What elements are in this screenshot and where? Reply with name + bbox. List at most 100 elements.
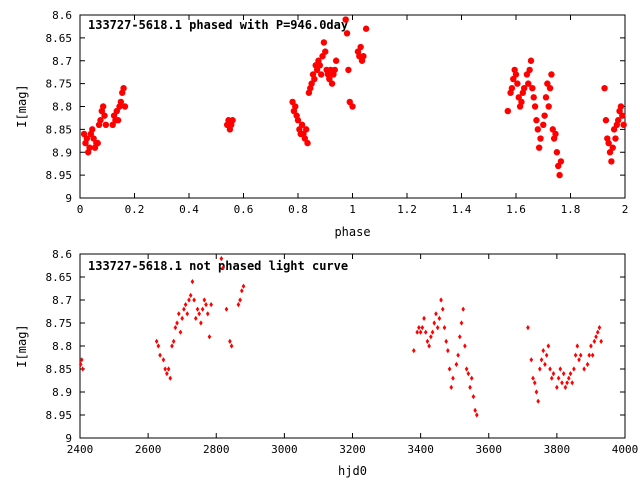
x-tick-label: 3000: [271, 443, 298, 456]
data-point: [543, 361, 547, 367]
data-point: [512, 71, 520, 78]
data-point: [541, 112, 548, 119]
data-point: [542, 94, 550, 101]
y-tick-label: 8.9: [52, 386, 72, 399]
data-point: [86, 144, 93, 151]
y-tick-label: 8.75: [46, 317, 73, 330]
data-point: [532, 380, 537, 386]
data-point: [192, 297, 196, 303]
data-point: [565, 380, 569, 386]
data-point: [540, 121, 547, 128]
data-point: [229, 117, 236, 124]
data-point: [228, 338, 232, 344]
y-tick-label: 8.65: [46, 271, 73, 284]
x-tick-label: 1.4: [452, 203, 472, 216]
data-point: [566, 375, 571, 381]
data-point: [601, 85, 608, 92]
data-point: [548, 71, 555, 78]
data-point: [173, 325, 178, 331]
data-point: [302, 126, 310, 133]
data-point: [158, 352, 162, 358]
data-point: [518, 98, 525, 106]
x-tick-label: 3200: [339, 443, 366, 456]
data-point: [83, 135, 91, 142]
data-point: [556, 171, 563, 179]
data-point: [446, 348, 450, 354]
data-point: [473, 407, 477, 413]
data-point: [463, 343, 467, 349]
data-point: [163, 366, 167, 372]
data-point: [117, 98, 125, 106]
data-point: [553, 149, 561, 156]
y-tick-label: 8.85: [46, 123, 73, 136]
data-point: [556, 375, 561, 381]
data-point: [362, 25, 370, 32]
y-tick-label: 8.85: [46, 363, 73, 376]
data-point: [529, 357, 534, 363]
data-point: [529, 85, 536, 92]
y-tick-label: 8.7: [52, 294, 72, 307]
data-point: [415, 329, 420, 335]
data-point: [534, 389, 539, 395]
x-tick-label: 2: [622, 203, 629, 216]
data-point: [563, 384, 568, 390]
data-point: [221, 265, 225, 271]
x-tick-label: 3800: [544, 443, 571, 456]
data-point: [599, 338, 603, 344]
data-point: [525, 80, 532, 87]
data-point: [320, 39, 328, 46]
x-tick-label: 0.8: [288, 203, 308, 216]
data-point: [411, 348, 416, 354]
data-point: [466, 371, 471, 377]
data-point: [530, 94, 537, 101]
data-point: [471, 394, 476, 400]
data-point: [469, 375, 474, 381]
data-point: [202, 297, 207, 303]
data-point: [440, 306, 445, 312]
data-point: [190, 279, 195, 285]
data-point: [420, 325, 425, 331]
data-point: [434, 311, 438, 317]
data-point: [531, 103, 539, 110]
plot-frame: [79, 253, 626, 439]
data-point: [304, 139, 311, 147]
data-point: [183, 302, 188, 308]
data-point: [449, 384, 454, 390]
data-point: [238, 297, 242, 303]
data-point: [209, 302, 213, 308]
x-tick-label: 0: [77, 203, 84, 216]
data-point: [205, 311, 210, 317]
data-point: [577, 357, 581, 363]
data-point: [322, 48, 329, 55]
x-tick-label: 4000: [612, 443, 639, 456]
data-point: [427, 343, 431, 349]
data-point: [207, 334, 212, 340]
x-tick-label: 2600: [135, 443, 162, 456]
data-point: [229, 343, 234, 349]
x-tick-label: 1.2: [397, 203, 417, 216]
data-point: [595, 329, 600, 335]
data-point: [439, 297, 443, 303]
data-point: [552, 130, 559, 138]
unphased-light-curve-plot: 2400 2600 2800 3000 3200 3400 3600 3800 4000 8.6 8…: [15, 248, 638, 478]
data-point: [537, 135, 544, 142]
y-axis-title: I[mag]: [15, 84, 29, 127]
data-point: [175, 320, 179, 326]
x-tick-label: 2800: [203, 443, 230, 456]
data-point: [357, 43, 364, 51]
plot-title: 133727-5618.1 not phased light curve: [88, 259, 348, 273]
x-tick-label: 1.6: [506, 203, 526, 216]
data-point: [114, 117, 122, 124]
data-point: [418, 329, 423, 335]
x-tick-label: 0.6: [234, 203, 254, 216]
data-point: [619, 112, 626, 119]
data-point: [101, 112, 108, 119]
data-point: [193, 315, 198, 321]
data-point: [80, 366, 85, 372]
data-point: [187, 297, 191, 303]
y-tick-label: 8.7: [52, 55, 72, 68]
x-tick-label: 3400: [407, 443, 434, 456]
data-point: [331, 66, 338, 74]
y-tick-label: 8.65: [46, 32, 73, 45]
